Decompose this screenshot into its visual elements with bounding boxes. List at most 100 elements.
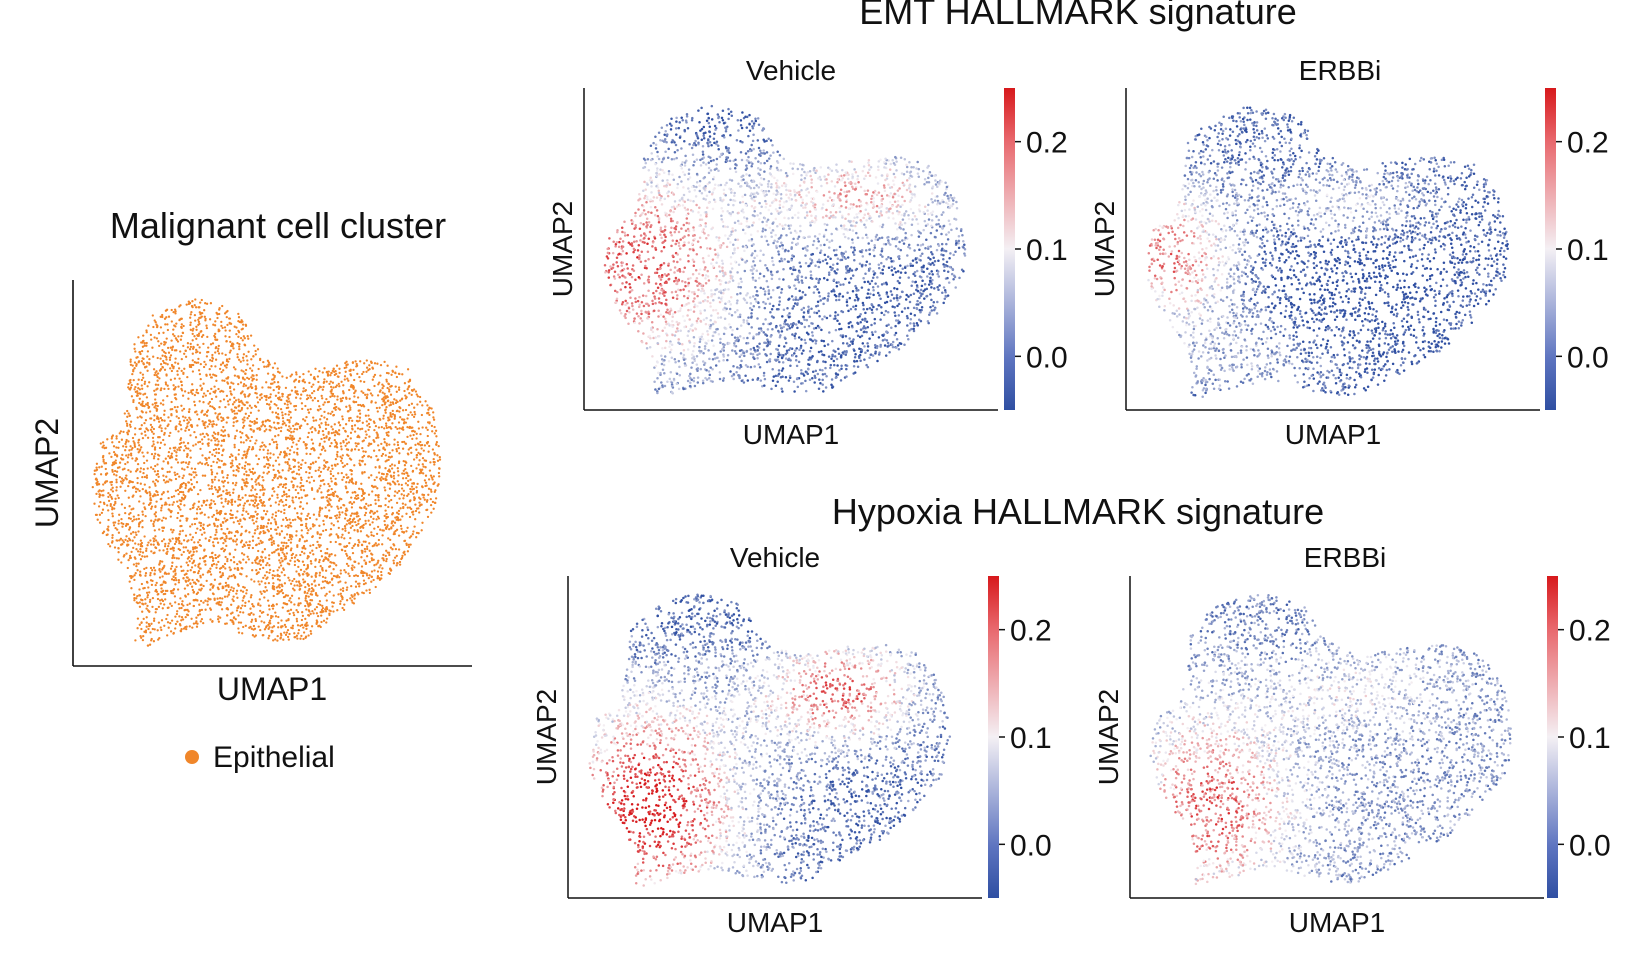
scatter-point	[227, 500, 230, 503]
scatter-point	[288, 579, 291, 582]
scatter-point	[136, 447, 139, 451]
scatter-point	[224, 512, 227, 516]
scatter-point	[291, 624, 295, 627]
scatter-point	[305, 470, 308, 474]
scatter-point	[149, 539, 152, 542]
scatter-point	[146, 429, 150, 432]
scatter-point	[154, 464, 157, 468]
scatter-point	[203, 531, 206, 534]
scatter-point	[106, 504, 109, 507]
scatter-point	[99, 473, 103, 476]
scatter-point	[251, 364, 255, 367]
scatter-point	[268, 538, 271, 541]
scatter-point	[300, 463, 303, 466]
scatter-point	[351, 568, 354, 572]
scatter-point	[279, 451, 283, 454]
scatter-point	[146, 609, 150, 612]
scatter-point	[206, 409, 210, 412]
scatter-point	[215, 472, 219, 475]
scatter-point	[353, 430, 357, 433]
scatter-point	[419, 444, 422, 447]
scatter-point	[146, 436, 150, 439]
scatter-point	[117, 519, 120, 522]
scatter-point	[99, 500, 102, 504]
scatter-point	[319, 564, 322, 568]
scatter-point	[328, 516, 332, 520]
scatter-point	[384, 401, 387, 404]
scatter-point	[206, 600, 209, 603]
scatter-point	[370, 557, 373, 560]
scatter-point	[302, 578, 305, 581]
scatter-point	[282, 567, 285, 570]
scatter-point	[156, 463, 159, 466]
scatter-point	[138, 489, 141, 493]
scatter-point	[126, 461, 129, 464]
scatter-point	[303, 419, 307, 422]
scatter-point	[348, 404, 351, 407]
scatter-point	[243, 484, 247, 487]
scatter-point	[227, 416, 230, 419]
scatter-point	[141, 638, 145, 642]
scatter-point	[264, 586, 267, 589]
scatter-point	[186, 603, 189, 607]
scatter-point	[143, 342, 146, 345]
scatter-point	[160, 519, 164, 522]
scatter-point	[149, 574, 152, 577]
scatter-point	[286, 418, 289, 422]
scatter-point	[150, 507, 153, 510]
scatter-point	[235, 412, 239, 415]
scatter-point	[229, 618, 232, 622]
scatter-point	[151, 579, 154, 583]
scatter-point	[374, 401, 377, 404]
scatter-point	[374, 542, 377, 545]
scatter-point	[353, 378, 356, 382]
scatter-point	[238, 347, 241, 351]
scatter-point	[387, 505, 390, 509]
scatter-point	[196, 492, 200, 496]
scatter-point	[415, 453, 419, 457]
scatter-point	[232, 616, 236, 619]
scatter-point	[234, 548, 237, 551]
scatter-point	[280, 557, 283, 560]
scatter-point	[222, 586, 225, 590]
scatter-point	[348, 574, 351, 578]
scatter-point	[381, 529, 384, 532]
scatter-point	[142, 617, 145, 621]
scatter-point	[175, 578, 178, 582]
scatter-point	[254, 618, 257, 621]
scatter-point	[215, 537, 218, 540]
scatter-point	[265, 525, 268, 528]
scatter-point	[225, 377, 228, 380]
scatter-point	[252, 613, 255, 616]
scatter-point	[181, 618, 185, 621]
scatter-point	[242, 421, 245, 424]
scatter-point	[287, 413, 290, 416]
scatter-point	[205, 579, 208, 583]
scatter-point	[210, 487, 213, 490]
scatter-point	[194, 306, 198, 309]
scatter-point	[135, 457, 139, 461]
scatter-point	[330, 553, 333, 556]
scatter-point	[148, 381, 151, 384]
scatter-point	[177, 367, 181, 370]
scatter-point	[233, 412, 237, 415]
scatter-point	[237, 382, 240, 386]
scatter-point	[253, 532, 256, 535]
scatter-point	[306, 394, 309, 397]
scatter-point	[255, 520, 258, 523]
scatter-point	[301, 459, 304, 462]
scatter-point	[187, 481, 190, 484]
scatter-point	[245, 541, 248, 544]
scatter-point	[243, 467, 246, 470]
scatter-point	[255, 495, 258, 499]
scatter-point	[207, 419, 211, 422]
scatter-point	[265, 570, 268, 574]
scatter-point	[245, 452, 249, 455]
scatter-point	[285, 454, 288, 457]
scatter-point	[115, 437, 118, 440]
scatter-point	[284, 461, 287, 464]
scatter-point	[177, 416, 180, 420]
scatter-point	[146, 596, 149, 599]
scatter-point	[149, 631, 152, 634]
scatter-point	[323, 586, 326, 589]
